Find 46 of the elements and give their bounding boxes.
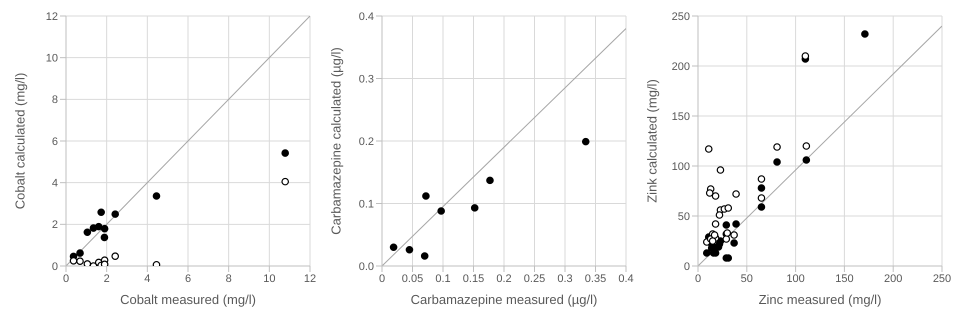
x-tick-label: 0.15 <box>462 272 484 285</box>
y-tick-label: 0.1 <box>358 198 374 210</box>
x-tick-label: 0 <box>694 272 702 285</box>
y-tick-label: 2 <box>52 219 58 232</box>
x-tick-label: 50 <box>740 272 753 285</box>
x-axis-title: Cobalt measured (mg/l) <box>120 292 256 307</box>
x-tick-label: 10 <box>263 272 276 285</box>
x-tick-label: 0.05 <box>402 272 424 285</box>
x-axis-title: Zinc measured (mg/l) <box>758 292 882 307</box>
y-tick-label: 0.3 <box>358 73 374 86</box>
x-tick-label: 200 <box>884 272 902 285</box>
x-tick-label: 6 <box>184 272 192 285</box>
y-tick-label: 0.4 <box>358 10 374 23</box>
y-tick-label: 8 <box>52 94 58 106</box>
x-tick-label: 0.2 <box>496 272 512 285</box>
y-tick-label: 12 <box>46 10 58 23</box>
y-tick-label: 0.2 <box>358 136 374 148</box>
y-axis-title: Zink calculated (mg/l) <box>644 79 660 203</box>
x-tick-label: 0.4 <box>618 272 634 285</box>
y-tick-label: 50 <box>678 210 690 223</box>
x-tick-label: 0.35 <box>584 272 606 285</box>
x-tick-label: 150 <box>835 272 854 285</box>
y-tick-label: 0 <box>52 260 58 273</box>
x-tick-label: 0.1 <box>435 272 451 285</box>
y-axis-title: Cobalt calculated (mg/l) <box>12 72 28 210</box>
y-tick-label: 150 <box>672 110 690 123</box>
y-tick-label: 0 <box>684 260 690 273</box>
x-tick-label: 0 <box>62 272 70 285</box>
y-tick-label: 0.0 <box>358 260 374 273</box>
x-tick-label: 250 <box>932 272 952 285</box>
y-tick-label: 6 <box>52 136 58 148</box>
y-tick-label: 4 <box>52 178 58 190</box>
y-axis-title: Carbamazepine calculated (µg/l) <box>328 47 344 235</box>
x-tick-label: 4 <box>144 272 150 285</box>
y-tick-label: 100 <box>672 160 690 173</box>
x-tick-label: 0.25 <box>524 272 546 285</box>
x-tick-label: 0 <box>378 272 386 285</box>
y-tick-label: 250 <box>672 10 690 23</box>
y-tick-label: 200 <box>672 60 690 73</box>
x-axis-title: Carbamazepine measured (µg/l) <box>410 292 598 307</box>
x-tick-label: 8 <box>226 272 232 285</box>
x-tick-label: 12 <box>304 272 316 285</box>
x-tick-label: 0.3 <box>557 272 573 285</box>
y-tick-label: 10 <box>46 52 58 65</box>
x-tick-label: 2 <box>104 272 110 285</box>
x-tick-label: 100 <box>786 272 805 285</box>
